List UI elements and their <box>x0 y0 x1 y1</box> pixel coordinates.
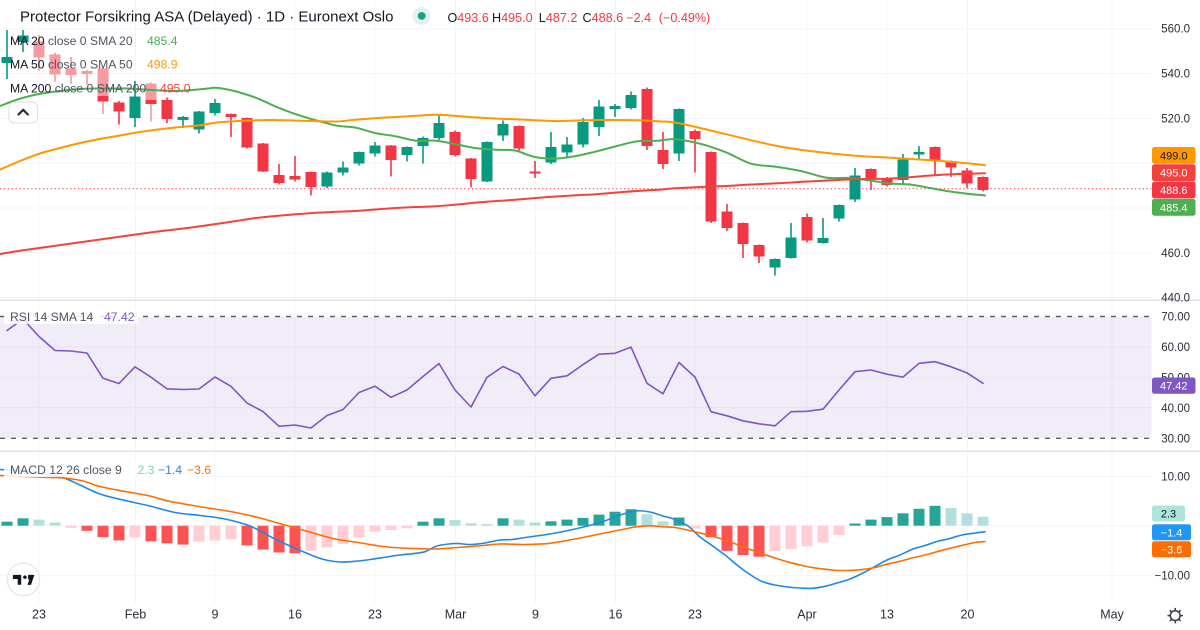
svg-text:60.00: 60.00 <box>1161 342 1190 354</box>
svg-text:−1.4: −1.4 <box>158 463 182 477</box>
svg-text:460.0: 460.0 <box>1161 248 1190 260</box>
svg-text:−10.00: −10.00 <box>1155 570 1191 582</box>
svg-text:488.6: 488.6 <box>1160 185 1188 197</box>
svg-text:L487.2: L487.2 <box>539 11 578 25</box>
svg-text:440.0: 440.0 <box>1161 293 1190 305</box>
svg-text:RSI 14 SMA 14: RSI 14 SMA 14 <box>10 310 94 324</box>
svg-text:10.00: 10.00 <box>1161 472 1190 484</box>
svg-text:2.3: 2.3 <box>1161 509 1176 521</box>
svg-text:485.4: 485.4 <box>147 34 178 48</box>
svg-text:2.3: 2.3 <box>138 463 155 477</box>
svg-text:23: 23 <box>688 608 702 622</box>
svg-text:23: 23 <box>32 608 46 622</box>
svg-text:Mar: Mar <box>445 608 467 622</box>
svg-text:40.00: 40.00 <box>1161 403 1190 415</box>
svg-text:30.00: 30.00 <box>1161 433 1190 445</box>
svg-text:−1.4: −1.4 <box>1161 527 1183 539</box>
svg-text:−3.6: −3.6 <box>187 463 211 477</box>
svg-text:47.42: 47.42 <box>1160 381 1188 393</box>
svg-text:47.42: 47.42 <box>104 310 135 324</box>
svg-text:23: 23 <box>368 608 382 622</box>
svg-text:498.9: 498.9 <box>147 57 178 71</box>
svg-text:MA 50 close 0 SMA 50: MA 50 close 0 SMA 50 <box>10 57 133 71</box>
svg-text:485.4: 485.4 <box>1160 202 1188 214</box>
svg-text:MA 200 close 0 SMA 200: MA 200 close 0 SMA 200 <box>10 81 146 95</box>
svg-text:Apr: Apr <box>797 608 816 622</box>
svg-text:9: 9 <box>212 608 219 622</box>
svg-text:495.0: 495.0 <box>160 81 191 95</box>
svg-text:O493.6: O493.6 <box>448 11 489 25</box>
svg-text:520.0: 520.0 <box>1161 113 1190 125</box>
svg-text:20: 20 <box>961 608 975 622</box>
svg-text:13: 13 <box>880 608 894 622</box>
svg-text:(−0.49%): (−0.49%) <box>659 11 710 25</box>
svg-text:MACD 12 26 close 9: MACD 12 26 close 9 <box>10 463 122 477</box>
svg-text:−2.4: −2.4 <box>626 11 651 25</box>
svg-text:MA 20 close 0 SMA 20: MA 20 close 0 SMA 20 <box>10 34 133 48</box>
svg-text:495.0: 495.0 <box>1160 168 1188 180</box>
svg-text:16: 16 <box>288 608 302 622</box>
svg-text:H495.0: H495.0 <box>492 11 533 25</box>
svg-text:70.00: 70.00 <box>1161 312 1190 324</box>
svg-text:C488.6: C488.6 <box>583 11 624 25</box>
svg-text:540.0: 540.0 <box>1161 69 1190 81</box>
svg-text:16: 16 <box>609 608 623 622</box>
svg-text:Feb: Feb <box>125 608 147 622</box>
svg-text:Protector Forsikring ASA (Dela: Protector Forsikring ASA (Delayed) · 1D … <box>20 9 393 26</box>
svg-text:May: May <box>1100 608 1124 622</box>
svg-text:9: 9 <box>532 608 539 622</box>
svg-text:560.0: 560.0 <box>1161 24 1190 36</box>
svg-text:499.0: 499.0 <box>1160 150 1188 162</box>
svg-text:−3.6: −3.6 <box>1161 544 1183 556</box>
